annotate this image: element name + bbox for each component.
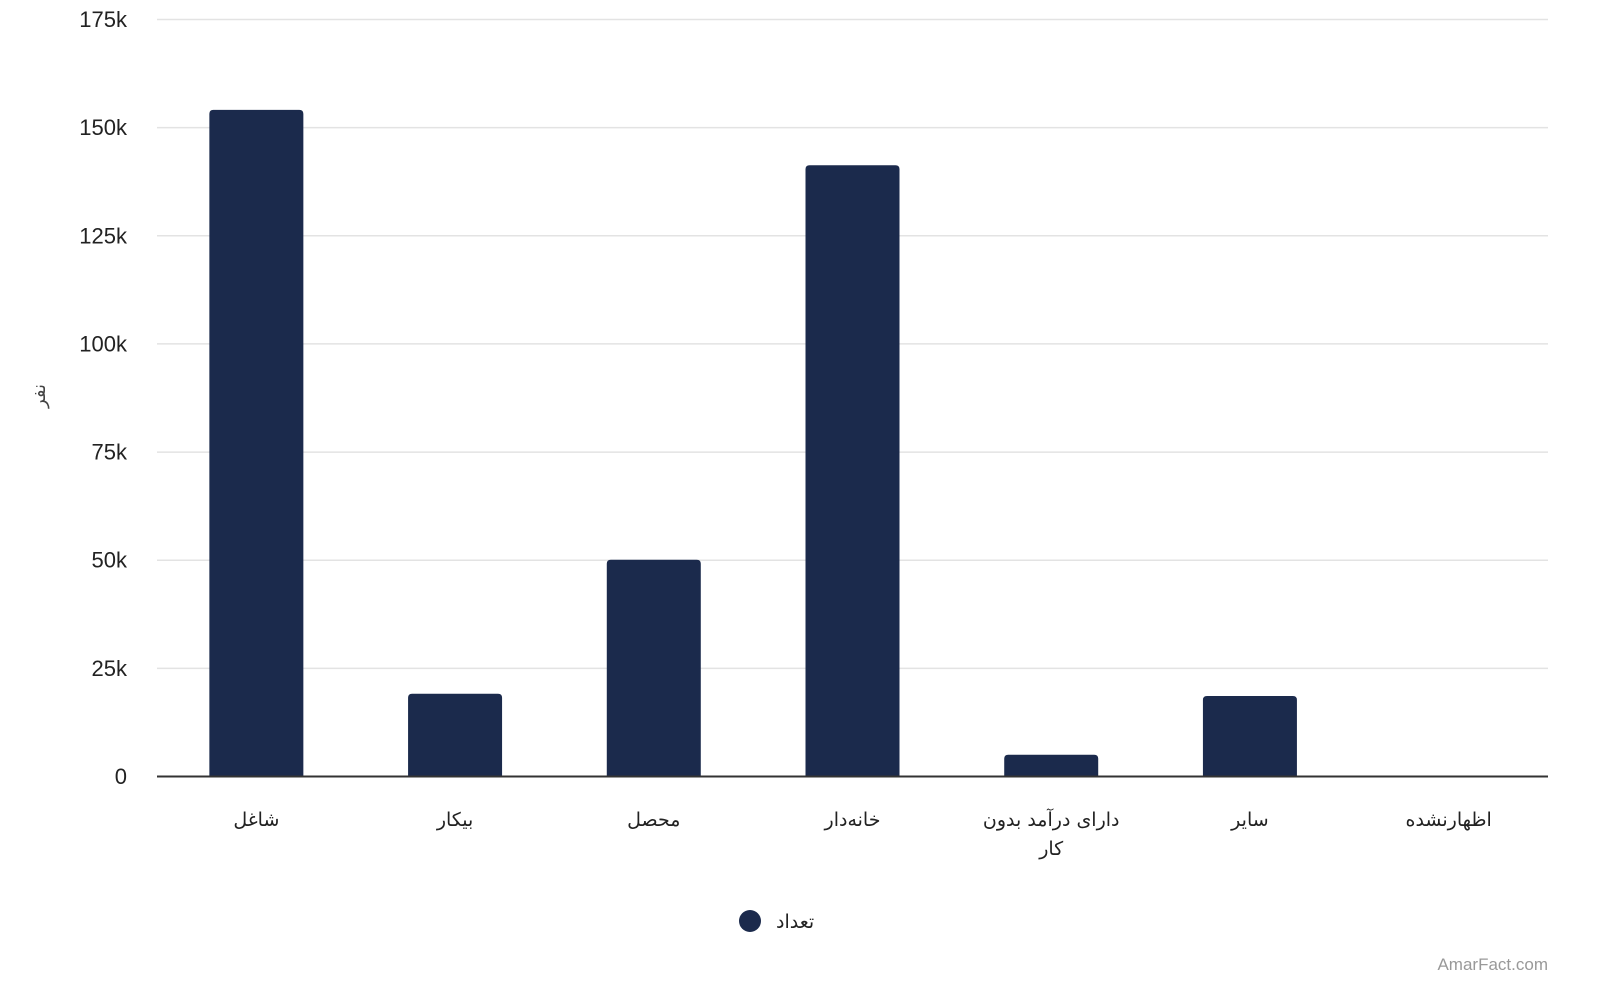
bars [209, 109, 1297, 777]
legend[interactable]: تعداد [739, 910, 814, 933]
y-axis-label: نفر [29, 384, 50, 409]
x-category-label: محصل [627, 809, 680, 831]
x-category-label: شاغل [233, 809, 279, 831]
y-tick-label: 150k [79, 115, 128, 140]
credit-text: AmarFact.com [1437, 955, 1548, 974]
x-axis-categories: شاغل بیکار محصل خانه‌دار دارای درآمد بدون کار… [233, 807, 1491, 860]
legend-label: تعداد [776, 911, 814, 933]
bar[interactable] [408, 693, 503, 776]
y-tick-label: 0 [115, 764, 127, 789]
bar[interactable] [1202, 695, 1297, 776]
bar[interactable] [805, 165, 900, 777]
legend-marker [739, 910, 761, 932]
bar[interactable] [1004, 754, 1099, 776]
x-category-label: سایر [1230, 809, 1268, 831]
y-tick-label: 125k [79, 223, 128, 248]
y-axis-ticks: 0 25k 50k 75k 100k 125k 150k 175k [79, 7, 128, 789]
x-category-label: اظهارنشده [1405, 809, 1491, 831]
x-category-label: خانه‌دار [824, 809, 881, 831]
x-category-label: بیکار [436, 809, 473, 831]
y-tick-label: 50k [92, 548, 128, 573]
bar[interactable] [606, 559, 701, 776]
bar[interactable] [209, 109, 304, 777]
y-tick-label: 25k [92, 656, 128, 681]
x-category-label: دارای درآمد بدون [983, 807, 1120, 831]
x-category-label: کار [1038, 838, 1064, 860]
y-tick-label: 75k [92, 440, 128, 465]
y-tick-label: 175k [79, 7, 128, 32]
y-tick-label: 100k [79, 331, 128, 356]
